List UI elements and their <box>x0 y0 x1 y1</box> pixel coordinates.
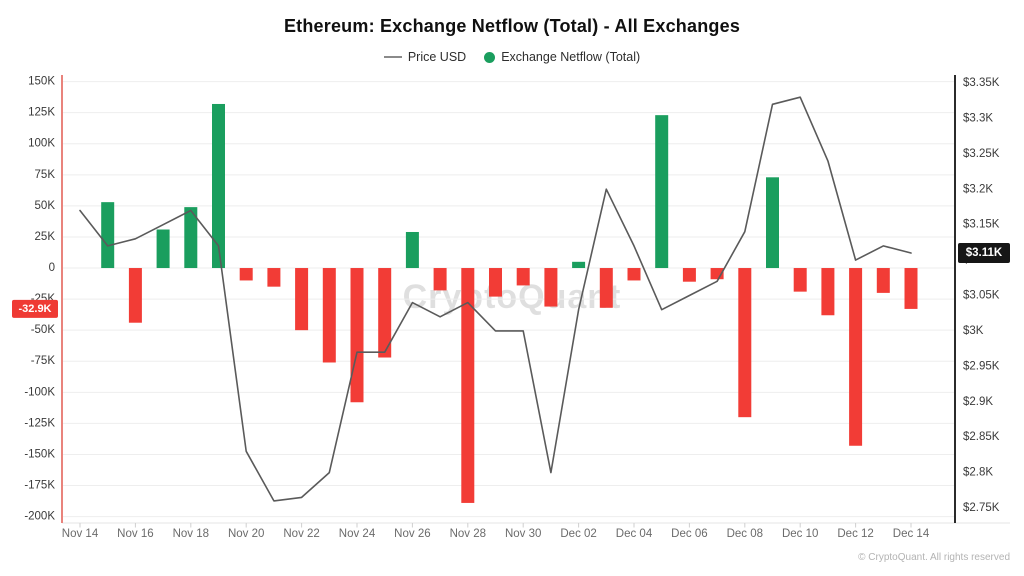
netflow-bar[interactable] <box>461 268 475 503</box>
left-axis-tick-label: 150K <box>28 76 55 88</box>
x-axis-tick-label: Dec 10 <box>782 528 818 540</box>
x-axis-tick-label: Dec 12 <box>837 528 873 540</box>
left-axis-tick-label: 25K <box>35 231 56 243</box>
right-axis-tick-label: $3.35K <box>963 77 1000 89</box>
netflow-bar[interactable] <box>378 268 392 358</box>
legend-item-price-usd[interactable]: Price USD <box>383 50 467 64</box>
left-axis-tick-label: -200K <box>24 511 55 523</box>
x-axis-tick-label: Nov 22 <box>283 528 319 540</box>
netflow-bar[interactable] <box>212 103 225 269</box>
x-axis-tick-label: Nov 26 <box>394 528 430 540</box>
x-axis-tick-label: Nov 20 <box>228 528 264 540</box>
legend-item-exchange-netflow[interactable]: Exchange Netflow (Total) <box>484 50 640 64</box>
left-axis-tick-label: 125K <box>28 107 55 119</box>
page-title: Ethereum: Exchange Netflow (Total) - All… <box>283 16 741 36</box>
copyright-notice: © CryptoQuant. All rights reserved <box>858 552 1010 563</box>
netflow-bar[interactable] <box>544 268 558 307</box>
netflow-bar[interactable] <box>350 268 364 403</box>
chart-legend: Price USD Exchange Netflow (Total) <box>0 50 1024 64</box>
left-axis-tick-label: 50K <box>35 200 56 212</box>
netflow-bar[interactable] <box>128 268 142 323</box>
x-axis-tick-label: Dec 14 <box>893 528 930 540</box>
netflow-bar[interactable] <box>793 268 807 292</box>
price-current-badge <box>958 243 1010 263</box>
x-axis-tick-label: Dec 04 <box>616 528 653 540</box>
netflow-bar[interactable] <box>405 231 419 269</box>
right-axis-tick-label: $2.9K <box>963 396 993 408</box>
right-axis-tick-label: $2.8K <box>963 467 993 479</box>
left-axis-tick-label: -50K <box>31 324 56 336</box>
right-axis-tick-label: $3K <box>963 325 984 337</box>
netflow-bar[interactable] <box>295 268 309 331</box>
netflow-bar[interactable] <box>433 268 447 291</box>
x-axis-tick-label: Dec 02 <box>560 528 596 540</box>
netflow-bar[interactable] <box>821 268 835 316</box>
x-axis-tick-label: Nov 30 <box>505 528 541 540</box>
right-axis-tick-label: $3.2K <box>963 183 993 195</box>
netflow-bar[interactable] <box>267 268 281 287</box>
right-axis-tick-label: $2.85K <box>963 431 1000 443</box>
x-axis-tick-label: Nov 24 <box>339 528 376 540</box>
netflow-current-badge <box>12 299 58 318</box>
netflow-dot-swatch-icon <box>484 51 496 63</box>
x-axis-tick-label: Dec 08 <box>727 528 763 540</box>
netflow-bar[interactable] <box>489 268 502 297</box>
left-axis-tick-label: 75K <box>35 169 56 181</box>
netflow-bar[interactable] <box>156 229 170 269</box>
netflow-bar[interactable] <box>599 268 613 308</box>
netflow-current-badge-text: -32.9K <box>18 303 51 315</box>
right-axis-tick-label: $3.25K <box>963 148 1000 160</box>
x-axis-tick-label: Nov 14 <box>62 528 99 540</box>
right-axis-tick-label: $2.95K <box>963 360 1000 372</box>
x-axis-tick-label: Nov 18 <box>173 528 209 540</box>
price-current-badge-text: $3.11K <box>966 247 1003 259</box>
netflow-bar[interactable] <box>655 115 669 269</box>
netflow-bar[interactable] <box>184 207 198 269</box>
netflow-bar[interactable] <box>876 268 890 293</box>
netflow-bar[interactable] <box>682 268 696 282</box>
netflow-bar[interactable] <box>849 268 863 446</box>
left-axis-tick-label: -100K <box>24 386 55 398</box>
legend-netflow-label: Exchange Netflow (Total) <box>501 50 641 64</box>
netflow-bar[interactable] <box>710 268 724 280</box>
left-axis-tick-label: 100K <box>28 138 55 150</box>
right-axis-tick-label: $2.75K <box>963 502 1000 514</box>
right-axis-tick-label: $3.3K <box>963 112 993 124</box>
left-axis-tick-label: -75K <box>31 355 56 367</box>
right-axis-tick-label: $3.05K <box>963 290 1000 302</box>
legend-price-label: Price USD <box>407 50 467 64</box>
netflow-bar[interactable] <box>738 268 752 418</box>
price-line[interactable] <box>79 96 912 502</box>
netflow-bar[interactable] <box>904 268 918 309</box>
netflow-bar[interactable] <box>239 268 253 281</box>
netflow-bar[interactable] <box>516 268 530 286</box>
netflow-bar[interactable] <box>322 268 336 363</box>
netflow-bar[interactable] <box>627 268 641 281</box>
netflow-bar[interactable] <box>572 261 586 269</box>
right-axis-tick-label: $3.15K <box>963 219 1000 231</box>
price-line-swatch-icon <box>383 56 402 58</box>
left-axis-tick-label: -125K <box>24 417 55 429</box>
left-axis-tick-label: -175K <box>24 480 55 492</box>
netflow-bar[interactable] <box>101 202 115 269</box>
x-axis-tick-label: Nov 28 <box>450 528 486 540</box>
left-axis-tick-label: 0 <box>49 262 55 274</box>
x-axis-tick-label: Nov 16 <box>117 528 153 540</box>
netflow-bar[interactable] <box>766 177 779 269</box>
x-axis-tick-label: Dec 06 <box>671 528 707 540</box>
left-axis-tick-label: -150K <box>24 448 55 460</box>
